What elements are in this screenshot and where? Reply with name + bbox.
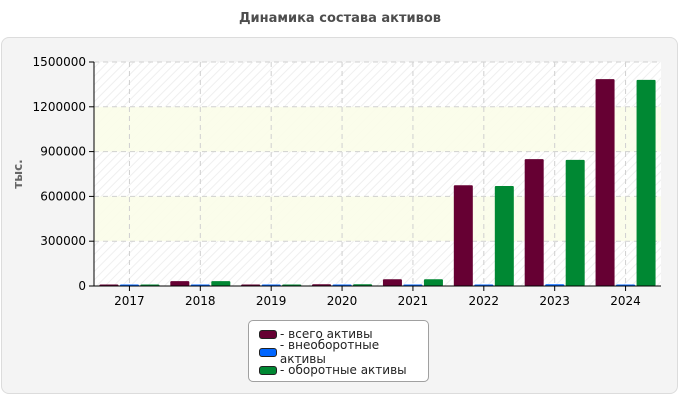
bar: [453, 185, 473, 286]
legend: - всего активы - внеоборотные активы - о…: [248, 320, 429, 382]
bar: [565, 159, 585, 286]
y-tick-label: 0: [78, 279, 86, 293]
x-tick-label: 2017: [114, 294, 145, 308]
y-tick-label: 1500000: [33, 55, 86, 69]
bar: [494, 185, 514, 286]
chart-title: Динамика состава активов: [238, 11, 442, 26]
bars-group: [99, 79, 656, 286]
bar: [636, 79, 656, 286]
bar: [423, 279, 443, 286]
grid-lines: [94, 61, 661, 286]
x-tick-label: 2021: [398, 294, 429, 308]
x-tick-label: 2023: [539, 294, 570, 308]
legend-item-total-assets: - всего активы: [259, 325, 428, 343]
y-tick-label: 600000: [40, 189, 86, 203]
legend-swatch: [259, 365, 277, 375]
x-tick-label: 2018: [185, 294, 216, 308]
x-tick-label: 2020: [327, 294, 358, 308]
bar: [524, 159, 544, 286]
legend-label: - внеоборотные активы: [279, 338, 380, 366]
legend-item-noncurrent-assets: - внеоборотные активы: [259, 338, 428, 366]
x-tick-label: 2022: [469, 294, 500, 308]
legend-label: - оборотные активы: [280, 363, 407, 377]
y-tick-label: 1200000: [33, 100, 86, 114]
y-tick-label: 900000: [40, 145, 86, 159]
y-tick-label: 300000: [40, 234, 86, 248]
x-tick-label: 2019: [256, 294, 287, 308]
y-axis-label: тыс.: [11, 159, 25, 188]
legend-item-current-assets: - оборотные активы: [259, 361, 428, 379]
bar: [211, 281, 231, 286]
legend-swatch: [259, 329, 277, 339]
plot-band: [94, 106, 661, 152]
bar: [170, 281, 190, 286]
legend-swatch: [259, 347, 277, 357]
x-tick-label: 2024: [610, 294, 641, 308]
axes-group: 0 300000 600000 900000 1200000 1500000 2017 201…: [33, 55, 661, 308]
bar: [382, 279, 402, 286]
bar: [595, 79, 615, 286]
legend-label: - всего активы: [280, 327, 373, 341]
